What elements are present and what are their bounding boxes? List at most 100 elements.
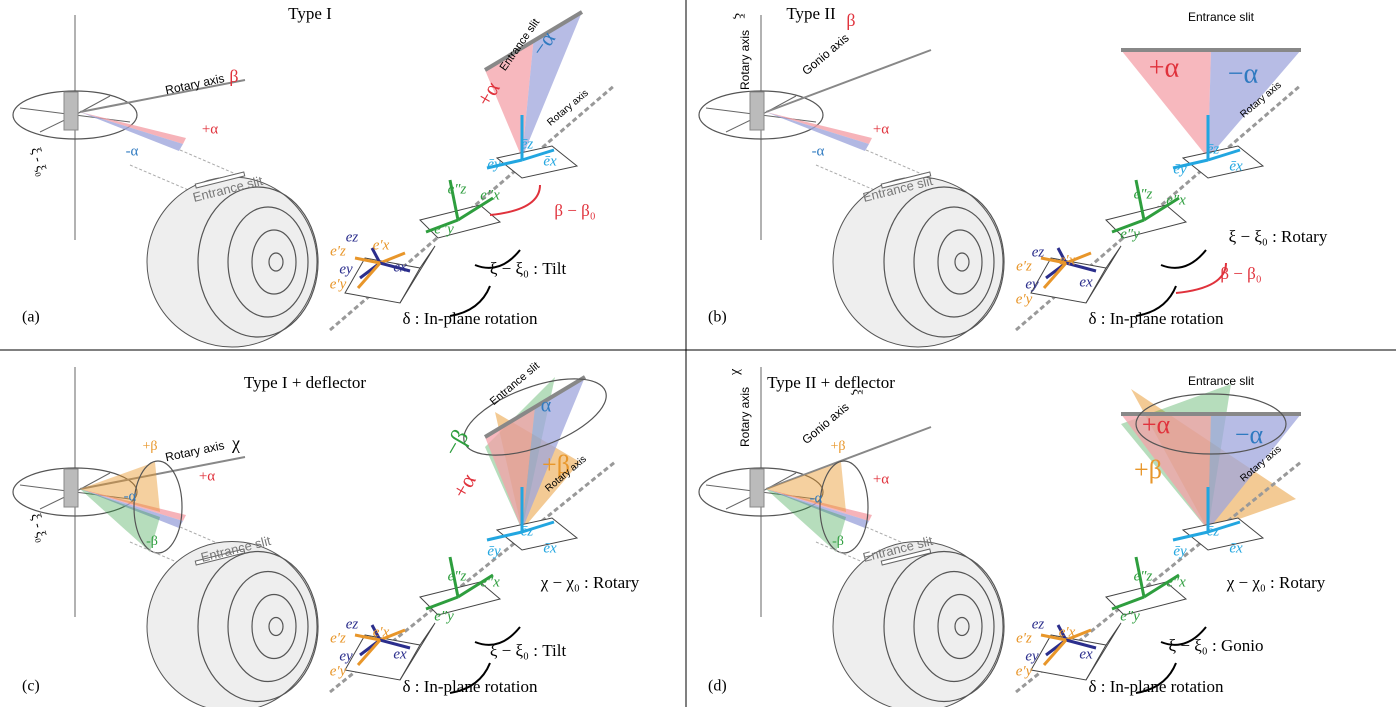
- label: -α: [810, 490, 823, 506]
- label: Rotary axis: [738, 30, 752, 90]
- label: ēy: [1173, 161, 1187, 177]
- label: δ : In-plane rotation: [403, 677, 538, 696]
- sample: [750, 469, 764, 507]
- label: e″z: [448, 181, 467, 197]
- label: e′x: [1059, 252, 1076, 268]
- label: -β: [146, 534, 158, 549]
- label: e″z: [1134, 568, 1153, 584]
- sample: [64, 92, 78, 130]
- label: ex: [393, 259, 407, 275]
- label: α: [541, 395, 552, 417]
- label: e″x: [480, 187, 500, 203]
- label: −α: [1228, 58, 1259, 89]
- label: Type I + deflector: [244, 373, 366, 392]
- label: -α: [124, 488, 137, 504]
- label: ey: [1025, 276, 1039, 292]
- label: +α: [873, 471, 889, 487]
- label: ey: [1025, 648, 1039, 664]
- label: e′y: [1016, 663, 1033, 679]
- label: (c): [22, 678, 40, 695]
- label: +α: [873, 121, 889, 137]
- label: +α: [199, 468, 215, 484]
- label: e′x: [373, 624, 390, 640]
- label: Type II: [786, 4, 836, 23]
- label: δ : In-plane rotation: [1089, 309, 1224, 328]
- label: ēx: [1229, 540, 1243, 556]
- label: χ − χ₀ : Rotary: [1226, 573, 1326, 592]
- label: ēz: [1207, 523, 1220, 539]
- label: +β: [830, 439, 845, 454]
- label: ēy: [1173, 543, 1187, 559]
- label: −α: [1235, 420, 1264, 449]
- label: χ: [231, 433, 240, 453]
- label: β − β₀: [554, 201, 595, 220]
- label: Type I: [288, 4, 332, 23]
- label: ξ − ξ₀ : Gonio: [1169, 636, 1264, 655]
- label: e″y: [434, 608, 454, 624]
- label: χ − χ₀ : Rotary: [540, 573, 640, 592]
- label: e′z: [1016, 630, 1032, 646]
- label: ex: [1079, 274, 1093, 290]
- label: -β: [832, 534, 844, 549]
- label: -α: [126, 143, 139, 159]
- sphere: [147, 177, 317, 347]
- label: ēy: [487, 543, 501, 559]
- label: ey: [339, 261, 353, 277]
- label: e″x: [1166, 192, 1186, 208]
- label: ēz: [521, 523, 534, 539]
- label: ez: [346, 616, 359, 632]
- label: ey: [339, 648, 353, 664]
- label: ξ: [849, 389, 864, 395]
- label: ξ: [731, 13, 746, 19]
- label: +α: [202, 121, 218, 137]
- label: ēx: [1229, 158, 1243, 174]
- label: e″x: [1166, 574, 1186, 590]
- label: e″x: [480, 574, 500, 590]
- label: ēz: [521, 136, 534, 152]
- figure: Type I(a)Rotary axisβ+α-αξ - ξ₀Entrance …: [0, 0, 1396, 707]
- label: e″z: [1134, 186, 1153, 202]
- label: (b): [708, 309, 727, 326]
- label: Entrance slit: [1188, 374, 1255, 388]
- label: (d): [708, 678, 727, 695]
- label: Type II + deflector: [767, 373, 895, 392]
- label: Entrance slit: [1188, 10, 1255, 24]
- label: ex: [393, 646, 407, 662]
- label: δ : In-plane rotation: [1089, 677, 1224, 696]
- label: e″y: [434, 221, 454, 237]
- sample: [64, 469, 78, 507]
- label: β: [229, 66, 238, 86]
- label: ez: [1032, 244, 1045, 260]
- label: -α: [812, 143, 825, 159]
- label: e′y: [330, 276, 347, 292]
- label: ξ − ξ₀ : Tilt: [490, 259, 567, 278]
- label: e′z: [330, 630, 346, 646]
- label: Rotary axis: [738, 387, 752, 447]
- sphere: [833, 542, 1003, 707]
- label: e″y: [1120, 226, 1140, 242]
- sample: [750, 92, 764, 130]
- label: e′x: [373, 237, 390, 253]
- label: +α: [1142, 410, 1171, 439]
- label: ēz: [1207, 141, 1220, 157]
- label: ez: [346, 229, 359, 245]
- label: e′z: [330, 243, 346, 259]
- label: δ : In-plane rotation: [403, 309, 538, 328]
- label: +β: [142, 439, 157, 454]
- label: +β: [1134, 455, 1162, 484]
- label: e′x: [1059, 624, 1076, 640]
- label: χ: [731, 368, 746, 376]
- label: β − β₀: [1220, 264, 1261, 283]
- label: ez: [1032, 616, 1045, 632]
- label: (a): [22, 309, 40, 326]
- label: +α: [1149, 52, 1180, 83]
- label: e″y: [1120, 608, 1140, 624]
- label: e′y: [330, 663, 347, 679]
- sphere: [147, 542, 317, 707]
- label: ξ − ξ₀ : Tilt: [490, 641, 567, 660]
- label: β: [846, 10, 855, 30]
- label: ēx: [543, 153, 557, 169]
- label: ēx: [543, 540, 557, 556]
- label: ēy: [487, 156, 501, 172]
- sphere: [833, 177, 1003, 347]
